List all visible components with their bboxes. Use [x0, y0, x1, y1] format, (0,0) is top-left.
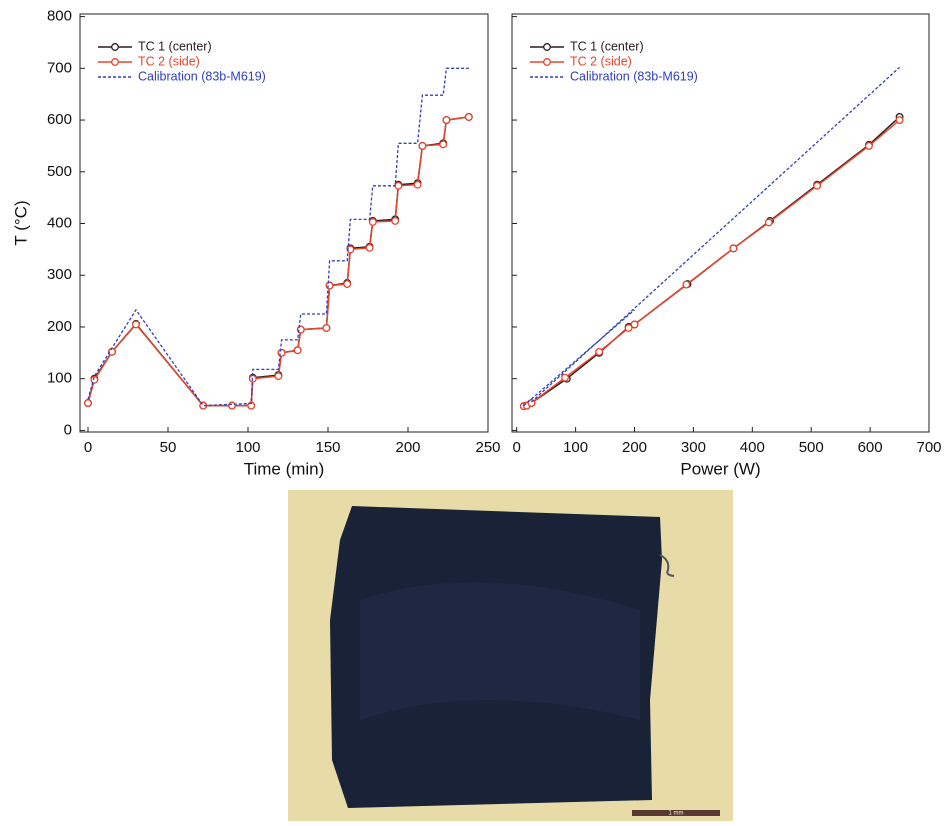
data-point: [322, 324, 331, 332]
data-point: [346, 245, 355, 254]
y-tick-label: 200: [47, 318, 72, 335]
data-point: [391, 216, 400, 225]
x-axis-label: Power (W): [680, 459, 760, 478]
x-tick-label: 50: [160, 439, 177, 456]
x-tick-label: 150: [315, 439, 340, 456]
x-tick-label: 600: [858, 439, 883, 456]
data-point: [813, 181, 822, 190]
x-tick-label: 500: [799, 439, 824, 456]
micrograph: 1 mm: [288, 490, 733, 821]
data-point: [368, 218, 377, 226]
series-line: [87, 116, 469, 407]
data-point: [464, 112, 473, 121]
sample-shade: [360, 582, 640, 720]
fiber: [659, 554, 675, 577]
legend-marker: [543, 58, 551, 66]
data-point: [682, 280, 691, 289]
legend-marker: [543, 43, 551, 51]
legend-marker: [111, 58, 119, 66]
legend-label: TC 1 (center): [570, 39, 644, 53]
data-point: [624, 324, 633, 332]
x-tick-label: 300: [681, 439, 706, 456]
data-point: [277, 348, 286, 357]
plot-frame: [511, 13, 930, 433]
legend-label: Calibration (83b-M619): [138, 69, 266, 83]
data-point: [293, 346, 302, 355]
series-line: [523, 66, 901, 407]
data-point: [595, 347, 604, 356]
data-point: [90, 375, 99, 384]
x-tick-label: 0: [513, 439, 521, 456]
x-tick-label: 100: [563, 439, 588, 456]
data-point: [228, 401, 236, 410]
series-line: [87, 116, 469, 407]
data-point: [729, 244, 738, 253]
x-tick-label: 200: [395, 439, 420, 456]
y-axis-label: T (°C): [11, 200, 30, 245]
data-point: [343, 280, 352, 288]
data-point: [274, 372, 283, 381]
y-tick-label: 500: [47, 163, 72, 180]
scale-bar: [632, 810, 720, 816]
legend-marker: [111, 43, 119, 51]
y-tick-label: 300: [47, 266, 72, 283]
data-point: [84, 399, 92, 407]
series-line: [87, 67, 469, 407]
y-tick-label: 400: [47, 214, 72, 231]
data-point: [895, 116, 904, 125]
y-tick-label: 0: [64, 421, 72, 438]
data-point: [442, 116, 451, 125]
data-point: [864, 141, 873, 150]
data-point: [394, 181, 403, 190]
data-point: [132, 320, 140, 329]
y-tick-label: 700: [47, 59, 72, 76]
x-tick-label: 100: [235, 439, 260, 456]
y-tick-label: 800: [47, 8, 72, 25]
legend-label: Calibration (83b-M619): [570, 69, 698, 83]
y-tick-label: 600: [47, 111, 72, 128]
data-point: [439, 140, 448, 149]
data-point: [413, 180, 422, 189]
y-tick-label: 100: [47, 370, 72, 387]
x-tick-label: 0: [84, 439, 92, 456]
legend-label: TC 1 (center): [138, 39, 212, 53]
x-tick-label: 250: [475, 439, 500, 456]
series-line: [523, 119, 901, 407]
series-line: [523, 116, 901, 407]
x-axis-label: Time (min): [244, 459, 325, 478]
data-point: [527, 399, 536, 407]
x-tick-label: 700: [916, 439, 941, 456]
data-point: [325, 281, 334, 290]
x-tick-label: 400: [740, 439, 765, 456]
data-point: [418, 141, 427, 150]
legend-label: TC 2 (side): [138, 54, 200, 68]
data-point: [561, 373, 569, 382]
data-point: [764, 218, 773, 227]
legend-label: TC 2 (side): [570, 54, 632, 68]
plot-frame: [79, 13, 489, 433]
x-tick-label: 200: [622, 439, 647, 456]
data-point: [365, 243, 374, 252]
scale-label: 1 mm: [669, 811, 684, 817]
data-point: [630, 320, 639, 329]
